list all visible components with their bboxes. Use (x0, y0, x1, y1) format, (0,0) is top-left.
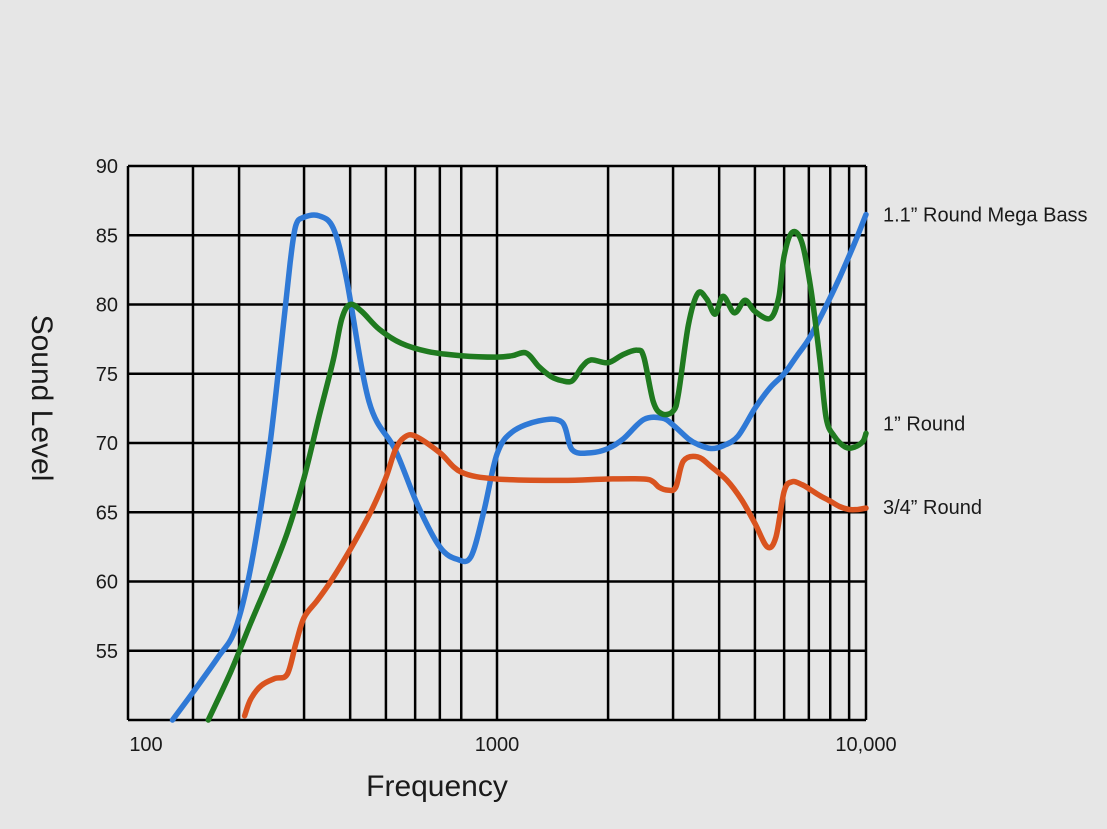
x-tick-labels: 100 1000 10,000 (129, 734, 896, 756)
y-tick-label: 75 (96, 364, 118, 386)
x-tick-label: 10,000 (835, 734, 896, 756)
y-tick-label: 60 (96, 572, 118, 594)
y-axis-title: Sound Level (25, 315, 58, 482)
y-tick-label: 65 (96, 502, 118, 524)
y-tick-label: 70 (96, 433, 118, 455)
grid (128, 166, 866, 720)
y-tick-label: 55 (96, 641, 118, 663)
y-tick-labels: 90 85 80 75 70 65 60 55 (96, 156, 118, 663)
series-lines (173, 215, 867, 721)
series-label-2: 3/4” Round (883, 497, 982, 519)
series-line-2 (245, 435, 866, 716)
x-tick-label: 1000 (475, 734, 520, 756)
y-tick-label: 90 (96, 156, 118, 178)
series-label-0: 1.1” Round Mega Bass (883, 204, 1088, 226)
series-label-1: 1” Round (883, 413, 965, 435)
y-tick-label: 80 (96, 295, 118, 317)
series-line-0 (173, 215, 867, 721)
y-tick-label: 85 (96, 225, 118, 247)
x-tick-label: 100 (129, 734, 162, 756)
x-axis-title: Frequency (366, 770, 508, 803)
series-labels: 1.1” Round Mega Bass 1” Round 3/4” Round (883, 204, 1088, 519)
